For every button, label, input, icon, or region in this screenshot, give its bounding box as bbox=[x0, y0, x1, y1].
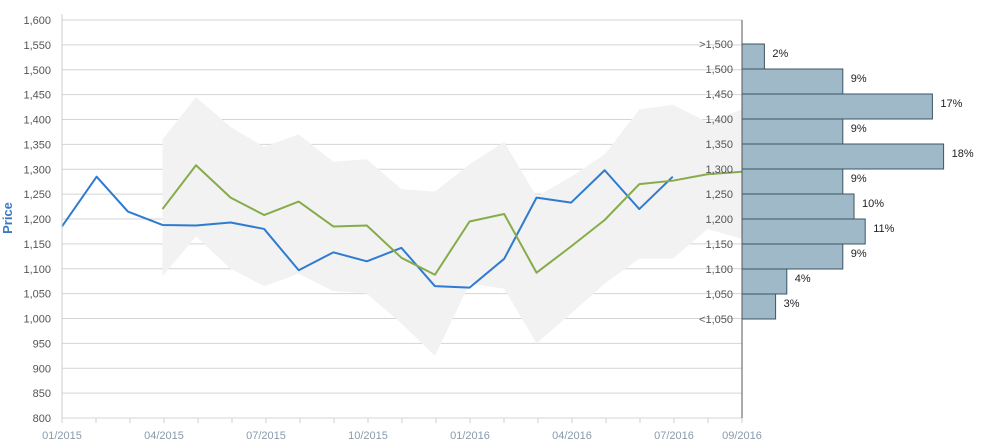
distribution-bar bbox=[741, 218, 866, 245]
distribution-bar bbox=[741, 118, 844, 145]
y-tick-label: 1,300 bbox=[23, 164, 51, 176]
y-axis-label: Price bbox=[0, 202, 15, 234]
distribution-histogram: 2% >1,500 9% 1,500 17% 1,450 9% 1,400 18% 1,350 9%… bbox=[699, 39, 974, 326]
distribution-bucket-label: 1,050 bbox=[705, 289, 733, 301]
x-tick-label: 09/2016 bbox=[722, 430, 762, 442]
y-tick-label: 1,000 bbox=[23, 314, 51, 326]
distribution-percent-label: 9% bbox=[851, 73, 867, 85]
forecast-range-area bbox=[162, 97, 742, 356]
y-tick-label: 1,400 bbox=[23, 115, 51, 127]
distribution-percent-label: 9% bbox=[851, 248, 867, 260]
range-band bbox=[162, 97, 742, 356]
distribution-bar bbox=[741, 43, 765, 70]
forecast-price-line bbox=[161, 164, 743, 276]
y-tick-label: 1,150 bbox=[23, 239, 51, 251]
distribution-bar bbox=[741, 268, 788, 295]
x-tick-label: 04/2016 bbox=[552, 430, 592, 442]
distribution-bucket-label: 1,300 bbox=[705, 164, 733, 176]
distribution-percent-label: 11% bbox=[873, 223, 894, 235]
series-lines bbox=[61, 164, 743, 289]
y-tick-label: 1,500 bbox=[23, 65, 51, 77]
distribution-bucket-label: 1,250 bbox=[705, 189, 733, 201]
distribution-bar bbox=[741, 168, 844, 195]
y-tick-label: 1,350 bbox=[23, 139, 51, 151]
y-tick-label: 1,600 bbox=[23, 15, 51, 27]
y-tick-label: 1,050 bbox=[23, 289, 51, 301]
y-tick-label: 900 bbox=[33, 363, 51, 375]
x-tick-label: 04/2015 bbox=[144, 430, 184, 442]
distribution-bar bbox=[741, 243, 844, 270]
distribution-percent-label: 17% bbox=[940, 98, 962, 110]
distribution-bar bbox=[741, 293, 777, 320]
x-tick-label: 07/2016 bbox=[654, 430, 694, 442]
distribution-bucket-label: 1,400 bbox=[705, 114, 733, 126]
distribution-bucket-label: 1,100 bbox=[705, 264, 733, 276]
y-tick-label: 1,100 bbox=[23, 264, 51, 276]
distribution-bucket-label: 1,200 bbox=[705, 214, 733, 226]
distribution-percent-label: 2% bbox=[772, 48, 788, 60]
distribution-percent-label: 9% bbox=[851, 123, 867, 135]
distribution-bucket-label: 1,350 bbox=[705, 139, 733, 151]
y-tick-label: 1,250 bbox=[23, 189, 51, 201]
distribution-percent-label: 4% bbox=[795, 273, 811, 285]
y-tick-label: 1,550 bbox=[23, 40, 51, 52]
y-tick-label: 850 bbox=[33, 388, 51, 400]
distribution-bar bbox=[741, 193, 855, 220]
distribution-bucket-label: >1,500 bbox=[699, 39, 733, 51]
y-tick-label: 1,450 bbox=[23, 90, 51, 102]
y-tick-label: 1,200 bbox=[23, 214, 51, 226]
distribution-bar bbox=[741, 93, 933, 120]
y-tick-label: 800 bbox=[33, 413, 51, 425]
x-tick-label: 07/2015 bbox=[246, 430, 286, 442]
distribution-bucket-label: 1,500 bbox=[705, 64, 733, 76]
distribution-percent-label: 18% bbox=[952, 148, 974, 160]
distribution-bucket-label: 1,150 bbox=[705, 239, 733, 251]
distribution-bar bbox=[741, 68, 844, 95]
distribution-percent-label: 9% bbox=[851, 173, 867, 185]
x-tick-label: 01/2015 bbox=[42, 430, 82, 442]
x-tick-label: 01/2016 bbox=[450, 430, 490, 442]
distribution-percent-label: 10% bbox=[862, 198, 884, 210]
y-tick-label: 950 bbox=[33, 338, 51, 350]
distribution-bar bbox=[741, 143, 945, 170]
distribution-percent-label: 3% bbox=[784, 298, 800, 310]
actual-price-line bbox=[61, 169, 674, 289]
distribution-bucket-label: 1,450 bbox=[705, 89, 733, 101]
axes: 800 850 900 950 1,000 1,050 1,100 1,150 1,200 1,2… bbox=[23, 14, 762, 442]
x-tick-label: 10/2015 bbox=[348, 430, 388, 442]
distribution-bucket-label: <1,050 bbox=[699, 314, 733, 326]
